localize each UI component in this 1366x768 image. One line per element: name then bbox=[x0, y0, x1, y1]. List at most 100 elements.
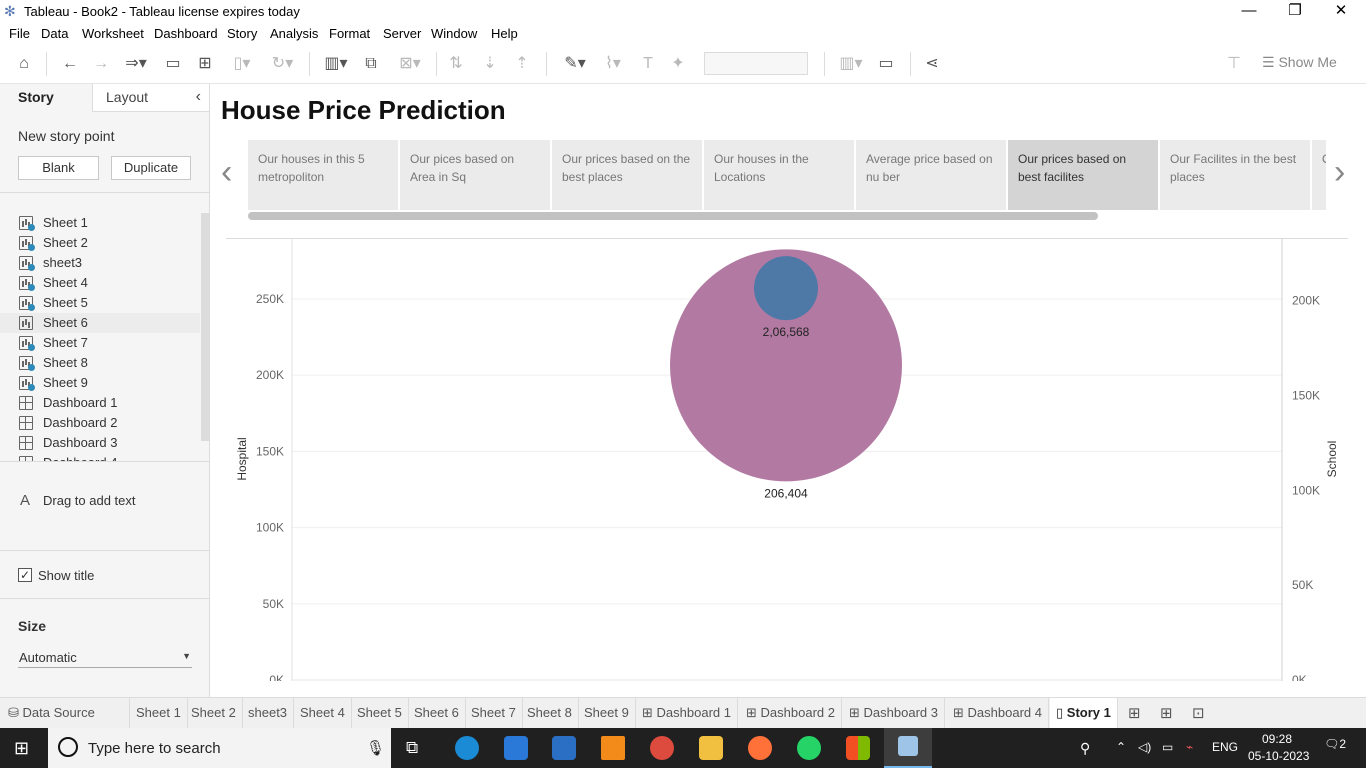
list-item[interactable]: sheet3 bbox=[0, 253, 200, 273]
mark-hospital[interactable] bbox=[670, 249, 902, 482]
dashboard-tab[interactable]: ⊞ Dashboard 3 bbox=[843, 698, 945, 728]
share-icon[interactable]: ⋖ bbox=[925, 55, 939, 72]
chrome-icon[interactable] bbox=[650, 736, 674, 760]
clear-sheet-icon[interactable]: ⊠▾ bbox=[399, 55, 421, 72]
sheet-tab[interactable]: Sheet 1 bbox=[130, 698, 188, 728]
new-datasource-icon[interactable]: ⊞ bbox=[198, 55, 212, 72]
list-item[interactable]: Dashboard 1 bbox=[0, 393, 200, 413]
volume-icon[interactable]: ◁) bbox=[1138, 740, 1152, 754]
list-item[interactable]: Sheet 9 bbox=[0, 373, 200, 393]
sheet-tab[interactable]: Sheet 6 bbox=[408, 698, 466, 728]
mark-school[interactable] bbox=[754, 256, 818, 321]
tab-layout[interactable]: Layout ‹ bbox=[92, 84, 209, 112]
sort-descending-icon[interactable]: ⇡ bbox=[515, 55, 529, 72]
windows-start-icon[interactable]: ⊞ bbox=[14, 738, 30, 758]
story-point[interactable]: Our pices based on Area in Sq bbox=[400, 140, 550, 210]
file-explorer-icon[interactable] bbox=[699, 736, 723, 760]
drag-to-add-text[interactable]: Drag to add text bbox=[43, 493, 136, 508]
format-painter-icon[interactable]: ⊤ bbox=[1227, 55, 1241, 72]
sheet-tab[interactable]: Sheet 4 bbox=[294, 698, 352, 728]
list-item[interactable]: Dashboard 3 bbox=[0, 433, 200, 453]
new-dashboard-tab-icon[interactable]: ⊞ bbox=[1160, 705, 1173, 722]
close-button[interactable]: ✕ bbox=[1334, 2, 1348, 19]
duplicate-button[interactable]: Duplicate bbox=[111, 156, 191, 180]
undo-icon[interactable]: ← bbox=[62, 55, 78, 72]
clock-date[interactable]: 05-10-2023 bbox=[1248, 749, 1310, 763]
story-navigator-scrollbar[interactable] bbox=[248, 212, 1098, 220]
dashboard-tab[interactable]: ⊞ Dashboard 4 bbox=[947, 698, 1049, 728]
prev-story-point-arrow[interactable]: ‹ bbox=[221, 153, 233, 191]
menu-dashboard[interactable]: Dashboard bbox=[154, 26, 218, 41]
replay-icon[interactable]: ⇒▾ bbox=[125, 55, 147, 72]
menu-file[interactable]: File bbox=[9, 26, 30, 41]
story-tab[interactable]: ▯ Story 1 bbox=[1050, 698, 1118, 728]
menu-server[interactable]: Server bbox=[383, 26, 422, 41]
show-labels-icon[interactable]: ▥▾ bbox=[839, 55, 863, 72]
whatsapp-icon[interactable] bbox=[797, 736, 821, 760]
story-point[interactable]: Average price based on nu ber bbox=[856, 140, 1006, 210]
show-title-checkbox[interactable]: ✓ bbox=[18, 568, 32, 582]
save-icon[interactable]: ▭ bbox=[165, 55, 181, 72]
home-icon[interactable]: ⌂ bbox=[19, 55, 29, 72]
sheet-list-scrollbar[interactable] bbox=[201, 213, 209, 441]
data-source-tab[interactable]: ⛁ Data Source bbox=[0, 698, 130, 728]
firefox-icon[interactable] bbox=[748, 736, 772, 760]
dashboard-tab[interactable]: ⊞ Dashboard 2 bbox=[740, 698, 842, 728]
notification-center[interactable]: 🗨2 bbox=[1324, 737, 1346, 757]
story-point-active[interactable]: Our prices based on best facilites bbox=[1008, 140, 1158, 210]
office-icon[interactable] bbox=[846, 736, 870, 760]
sort-ascending-icon[interactable]: ⇣ bbox=[483, 55, 497, 72]
next-story-point-arrow[interactable]: › bbox=[1334, 153, 1346, 191]
sheet-tab[interactable]: Sheet 5 bbox=[351, 698, 409, 728]
story-point[interactable]: Our Facilites in the best places bbox=[1160, 140, 1310, 210]
chevron-up-icon[interactable]: ⌃ bbox=[1116, 740, 1127, 754]
edge-icon[interactable] bbox=[455, 736, 479, 760]
size-dropdown[interactable]: Automatic ▼ bbox=[18, 648, 192, 668]
network-icon[interactable]: ⌁ bbox=[1186, 740, 1194, 754]
sheet-tab[interactable]: Sheet 9 bbox=[578, 698, 636, 728]
people-icon[interactable]: ⚲ bbox=[1080, 740, 1091, 756]
sheet-tab[interactable]: Sheet 8 bbox=[521, 698, 579, 728]
refresh-icon[interactable]: ↻▾ bbox=[271, 55, 294, 72]
dashboard-tab[interactable]: ⊞ Dashboard 1 bbox=[636, 698, 738, 728]
sheet-tab[interactable]: sheet3 bbox=[242, 698, 295, 728]
redo-icon[interactable]: → bbox=[93, 55, 109, 72]
restore-button[interactable]: ❐ bbox=[1288, 2, 1302, 19]
presentation-icon[interactable]: ▭ bbox=[878, 55, 894, 72]
input-language[interactable]: ENG bbox=[1212, 740, 1239, 754]
menu-analysis[interactable]: Analysis bbox=[270, 26, 319, 41]
menu-worksheet[interactable]: Worksheet bbox=[82, 26, 144, 41]
menu-data[interactable]: Data bbox=[41, 26, 69, 41]
list-item[interactable]: Sheet 7 bbox=[0, 333, 200, 353]
pause-updates-icon[interactable]: ▯▾ bbox=[233, 55, 251, 72]
list-item[interactable]: Dashboard 4 bbox=[0, 453, 200, 461]
tableau-taskbar-button[interactable] bbox=[884, 728, 932, 768]
story-point[interactable]: O l bbox=[1312, 140, 1326, 210]
swap-icon[interactable]: ⇅ bbox=[449, 55, 463, 72]
new-worksheet-tab-icon[interactable]: ⊞ bbox=[1128, 705, 1141, 722]
pin-icon[interactable]: ✦ bbox=[671, 55, 685, 72]
clock-time[interactable]: 09:28 bbox=[1262, 732, 1293, 746]
task-view-icon[interactable]: ⧉ bbox=[406, 738, 419, 757]
show-me-button[interactable]: ☰ Show Me bbox=[1262, 54, 1337, 70]
new-worksheet-icon[interactable]: ▥▾ bbox=[324, 55, 348, 72]
minimize-button[interactable]: — bbox=[1241, 2, 1257, 19]
story-point[interactable]: Our houses in this 5 metropoliton bbox=[248, 140, 398, 210]
list-item[interactable]: Sheet 6 bbox=[0, 313, 200, 333]
story-point[interactable]: Our prices based on the best places bbox=[552, 140, 702, 210]
menu-story[interactable]: Story bbox=[227, 26, 258, 41]
store-icon[interactable] bbox=[504, 736, 528, 760]
list-item[interactable]: Sheet 1 bbox=[0, 213, 200, 233]
tab-story[interactable]: Story bbox=[0, 84, 92, 112]
story-title[interactable]: House Price Prediction bbox=[221, 95, 506, 125]
duplicate-sheet-icon[interactable]: ⧉ bbox=[365, 55, 377, 72]
fit-dropdown[interactable] bbox=[704, 52, 808, 75]
mail-icon[interactable] bbox=[552, 736, 576, 760]
microphone-icon[interactable]: 🎙 bbox=[366, 740, 386, 757]
blank-button[interactable]: Blank bbox=[18, 156, 99, 180]
label-icon[interactable]: T bbox=[643, 55, 653, 72]
new-story-tab-icon[interactable]: ⊡ bbox=[1192, 705, 1205, 722]
menu-format[interactable]: Format bbox=[329, 26, 371, 41]
list-item[interactable]: Sheet 4 bbox=[0, 273, 200, 293]
collapse-pane-icon[interactable]: ‹ bbox=[195, 88, 201, 105]
